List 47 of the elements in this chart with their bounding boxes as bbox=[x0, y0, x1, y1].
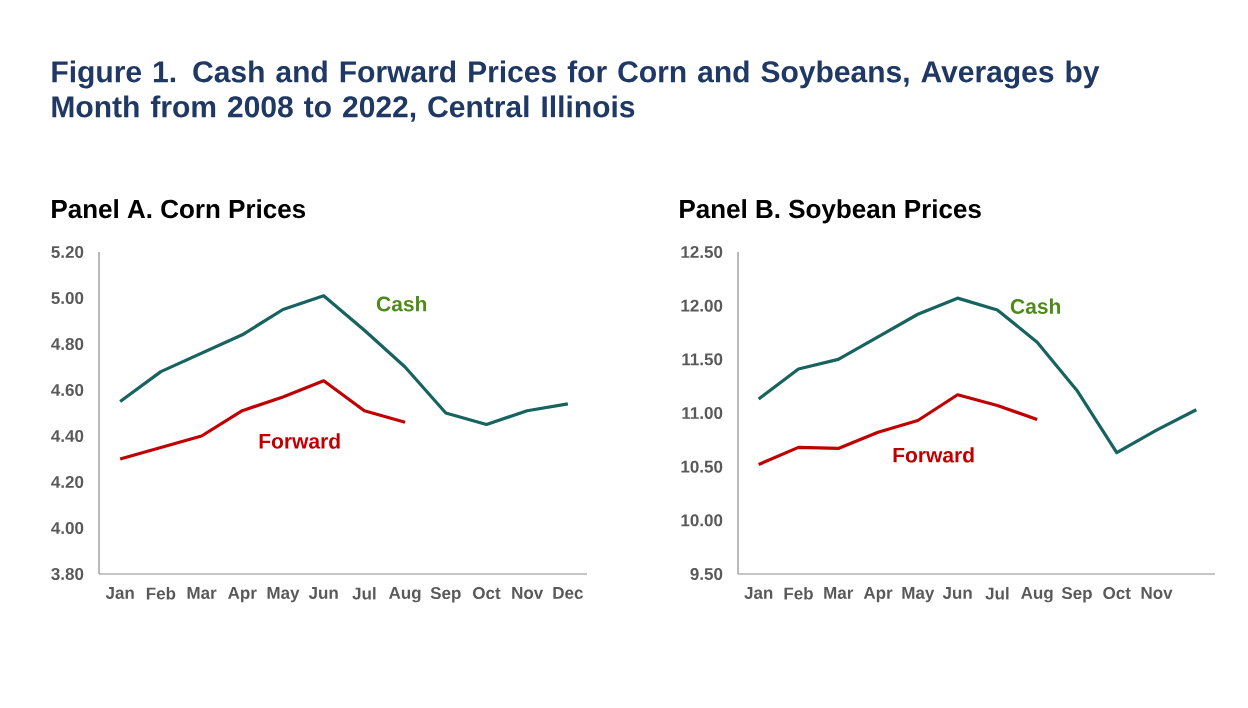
y-tick-label: 12.50 bbox=[681, 245, 723, 259]
y-tick-label: 5.20 bbox=[51, 245, 84, 259]
x-tick-label: Aug bbox=[1021, 587, 1053, 603]
chart-title: Figure 1. Cash and Forward Prices for Corn and Soybeans, Averages by Month from 2008 to 2022, Central Illinois bbox=[52, 60, 1100, 122]
x-tick-label: Mar bbox=[187, 587, 217, 599]
line-series bbox=[757, 393, 1039, 467]
series-label: Cash bbox=[1010, 298, 1061, 314]
x-tick-label: May bbox=[267, 587, 300, 603]
y-tick-label: 4.80 bbox=[51, 338, 84, 351]
x-tick-label: Jun bbox=[308, 587, 338, 599]
y-tick-label: 4.20 bbox=[51, 476, 84, 489]
x-tick-label: Oct bbox=[472, 587, 501, 600]
x-tick-label: Nov bbox=[1141, 587, 1173, 599]
x-tick-label: Apr bbox=[228, 587, 257, 603]
y-tick-label: 3.80 bbox=[51, 567, 84, 581]
x-tick-label: Apr bbox=[863, 587, 893, 603]
series-label: Forward bbox=[259, 433, 340, 449]
x-tick-label: Jan bbox=[105, 587, 134, 599]
x-tick-label: May bbox=[902, 587, 935, 603]
y-tick-label: 5.00 bbox=[51, 292, 84, 305]
y-tick-label: 9.50 bbox=[690, 568, 723, 581]
x-tick-label: Feb bbox=[784, 587, 813, 600]
y-tick-label: 10.00 bbox=[681, 514, 723, 527]
x-tick-label: Sep bbox=[1061, 587, 1092, 603]
chart-subtitle: Panel A. Corn Prices bbox=[52, 199, 306, 219]
y-tick-label: 11.50 bbox=[682, 353, 723, 366]
x-tick-label: Jul bbox=[985, 587, 1009, 600]
x-tick-label: Jul bbox=[352, 587, 376, 600]
line-series bbox=[118, 379, 407, 461]
x-tick-label: Aug bbox=[388, 587, 421, 603]
x-tick-label: Dec bbox=[553, 587, 583, 599]
chart-title: Panel B. Soybean Prices bbox=[680, 199, 981, 224]
y-tick-label: 12.00 bbox=[681, 299, 723, 312]
series-label: Forward bbox=[893, 447, 974, 463]
y-tick-label: 4.40 bbox=[51, 429, 84, 443]
x-tick-label: Nov bbox=[512, 587, 544, 599]
y-tick-label: 11.00 bbox=[682, 407, 723, 420]
y-tick-label: 4.60 bbox=[51, 384, 84, 397]
x-tick-label: Jun bbox=[942, 587, 972, 599]
series-label: Cash bbox=[376, 295, 427, 312]
x-tick-label: Mar bbox=[824, 587, 854, 599]
x-tick-label: Jan bbox=[744, 587, 773, 599]
x-tick-label: Oct bbox=[1103, 587, 1131, 600]
x-tick-label: Feb bbox=[146, 587, 176, 600]
x-tick-label: Sep bbox=[430, 587, 461, 603]
y-tick-label: 10.50 bbox=[681, 460, 723, 473]
y-tick-label: 4.00 bbox=[51, 522, 84, 535]
